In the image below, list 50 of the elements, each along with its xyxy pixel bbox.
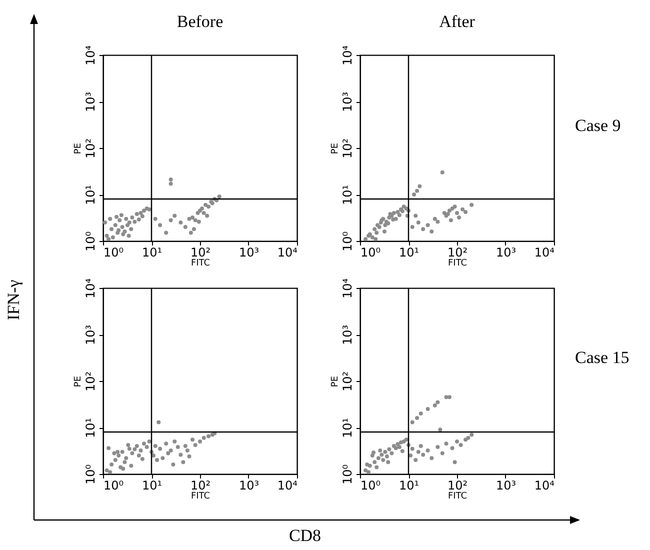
y-tick-label: 10³ <box>340 324 354 346</box>
y-axis-title: PE <box>330 142 340 154</box>
y-tick-label: 10³ <box>340 92 354 112</box>
x-tick-label: 10³ <box>238 246 260 260</box>
x-tick-label: 10¹ <box>142 478 162 492</box>
x-tick-label: 10⁴ <box>534 478 555 492</box>
y-tick-label: 10⁴ <box>340 45 354 66</box>
y-tick-label: 10⁴ <box>84 278 98 299</box>
x-tick-label: 10¹ <box>398 478 420 492</box>
x-tick-label: 10³ <box>496 246 516 260</box>
x-tick-label: 10² <box>447 478 468 492</box>
y-tick-label: 10¹ <box>340 184 354 206</box>
x-axis-title: FITC <box>190 258 210 268</box>
chart-title: Before <box>176 12 224 31</box>
x-axis-title: FITC <box>190 492 210 502</box>
y-tick-label: 10¹ <box>84 184 98 206</box>
x-tick-label: 10⁰ <box>104 246 124 260</box>
y-axis-title: PE <box>74 142 84 154</box>
x-tick-label: 10⁴ <box>534 246 555 260</box>
text: IFN-γ <box>4 280 24 320</box>
x-tick-label: 10² <box>190 478 211 492</box>
text: CD8 <box>288 526 322 546</box>
y-tick-label: 10³ <box>84 324 98 346</box>
y-tick-label: 10⁴ <box>340 278 354 299</box>
x-tick-label: 10¹ <box>398 246 420 260</box>
text: Case 15 <box>575 348 630 368</box>
y-tick-label: 10² <box>340 138 354 159</box>
y-axis-title: PE <box>330 376 340 388</box>
y-tick-label: 10³ <box>84 92 98 112</box>
x-axis-title: FITC <box>448 258 468 268</box>
x-tick-label: 10² <box>447 246 468 260</box>
x-tick-label: 10⁰ <box>360 246 381 260</box>
x-tick-label: 10¹ <box>142 246 162 260</box>
x-tick-label: 10⁰ <box>360 478 381 492</box>
x-tick-label: 10³ <box>496 478 516 492</box>
y-tick-label: 10¹ <box>340 418 354 438</box>
y-tick-label: 10² <box>84 371 98 392</box>
chart-title: After <box>439 12 476 31</box>
x-tick-label: 10² <box>190 246 211 260</box>
x-tick-label: 10⁴ <box>277 478 298 492</box>
x-tick-label: 10⁰ <box>104 478 124 492</box>
y-tick-label: 10¹ <box>84 418 98 438</box>
y-tick-label: 10² <box>340 371 354 392</box>
text: Case 9 <box>575 116 621 136</box>
y-tick-label: 10² <box>84 138 98 159</box>
x-tick-label: 10⁴ <box>277 246 298 260</box>
x-tick-label: 10³ <box>238 478 260 492</box>
y-axis-title: PE <box>74 376 84 388</box>
y-tick-label: 10⁴ <box>84 45 98 66</box>
x-axis-title: FITC <box>448 492 468 502</box>
